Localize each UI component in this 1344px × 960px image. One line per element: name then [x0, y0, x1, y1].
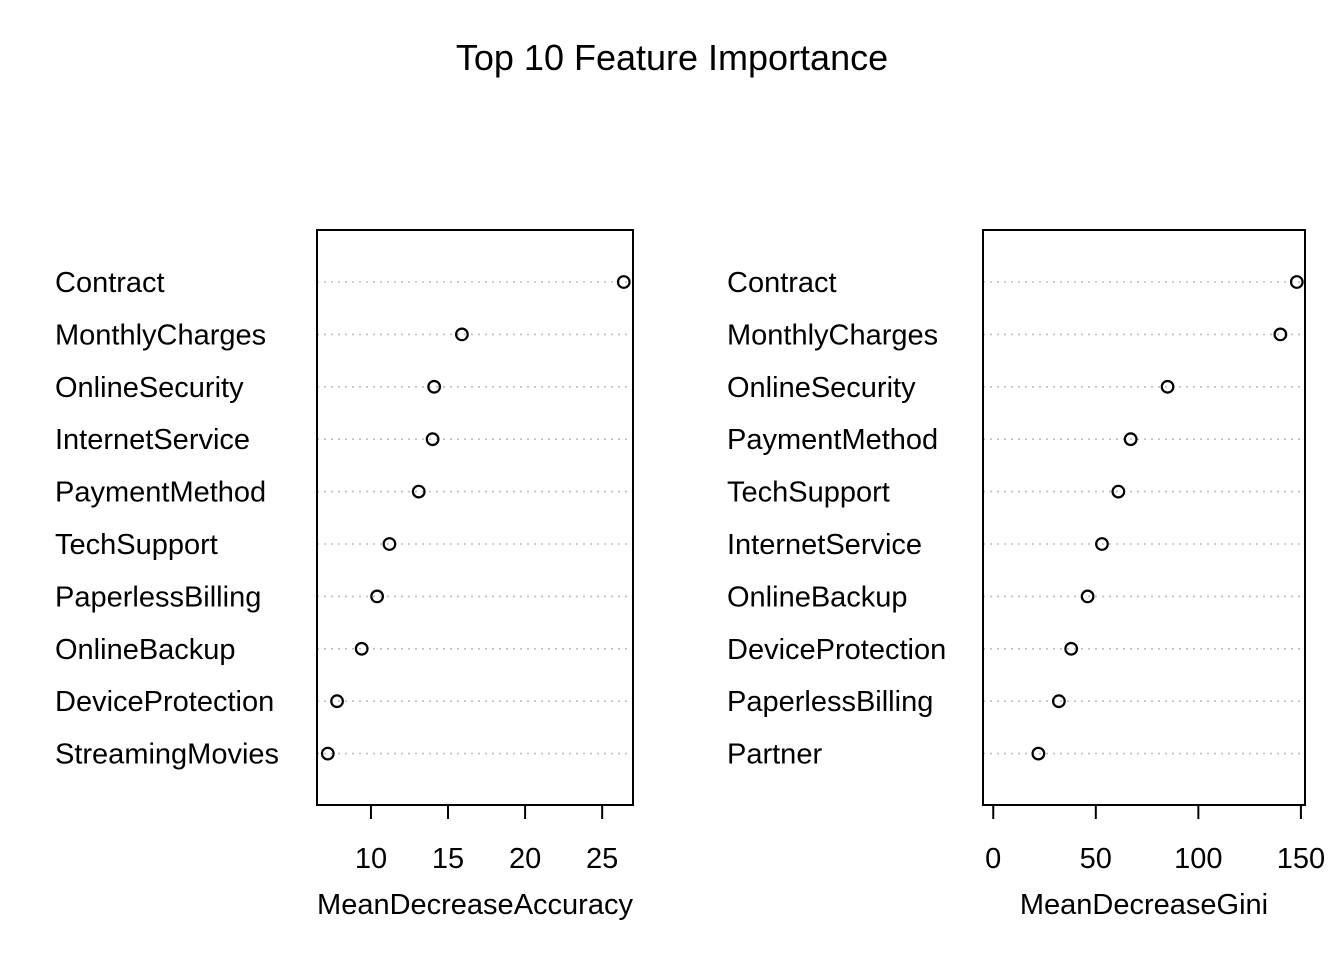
category-label: OnlineBackup [55, 634, 236, 666]
data-point [330, 694, 344, 709]
x-tick-label: 50 [1080, 843, 1112, 875]
gini-panel: Contract MonthlyCharges OnlineSecurity Paym… [727, 229, 1325, 921]
x-axis-label: MeanDecreaseGini [1020, 889, 1268, 921]
category-label: PaymentMethod [55, 477, 266, 509]
category-label: InternetService [727, 529, 922, 561]
x-tick-label: 0 [985, 843, 1001, 875]
data-point [1095, 537, 1109, 551]
x-tick-label: 20 [509, 843, 541, 875]
category-label: MonthlyCharges [55, 319, 266, 351]
data-point [1051, 694, 1066, 709]
category-label: Contract [55, 267, 165, 299]
x-axis-label: MeanDecreaseAccuracy [317, 889, 633, 921]
x-tick-label: 10 [355, 843, 387, 875]
data-point [427, 379, 442, 394]
accuracy-panel: Contract MonthlyCharges OnlineSecurity Inte… [55, 229, 634, 921]
category-label: Partner [727, 739, 822, 771]
data-point [616, 275, 631, 289]
data-point [454, 327, 469, 342]
x-tick-label: 25 [586, 843, 618, 875]
data-point [1031, 746, 1046, 761]
category-label: TechSupport [55, 529, 218, 561]
data-point [1111, 484, 1126, 499]
data-point [1273, 327, 1288, 342]
data-point [1064, 641, 1079, 656]
category-label: PaperlessBilling [55, 581, 261, 613]
x-tick-label: 150 [1277, 843, 1325, 875]
data-point [411, 484, 426, 499]
category-label: MonthlyCharges [727, 319, 938, 351]
data-point [382, 537, 397, 551]
data-point [425, 432, 440, 447]
category-label: OnlineSecurity [727, 372, 916, 404]
data-point [354, 641, 369, 656]
data-point [1289, 275, 1304, 289]
category-label: DeviceProtection [727, 634, 946, 666]
data-point [370, 589, 385, 604]
data-point [1160, 379, 1175, 394]
category-label: TechSupport [727, 477, 890, 509]
category-label: PaymentMethod [727, 424, 938, 456]
category-label: InternetService [55, 424, 250, 456]
plot-frame [982, 229, 1306, 806]
category-label: OnlineBackup [727, 581, 908, 613]
data-point [1123, 432, 1138, 447]
category-label: Contract [727, 267, 837, 299]
category-label: PaperlessBilling [727, 686, 933, 718]
category-label: DeviceProtection [55, 686, 274, 718]
plot-frame [316, 229, 634, 806]
category-label: OnlineSecurity [55, 372, 244, 404]
category-label: StreamingMovies [55, 739, 279, 771]
chart-title: Top 10 Feature Importance [456, 37, 888, 78]
x-tick-label: 100 [1174, 843, 1222, 875]
data-point [320, 746, 335, 761]
x-tick-label: 15 [432, 843, 464, 875]
data-point [1080, 589, 1095, 604]
